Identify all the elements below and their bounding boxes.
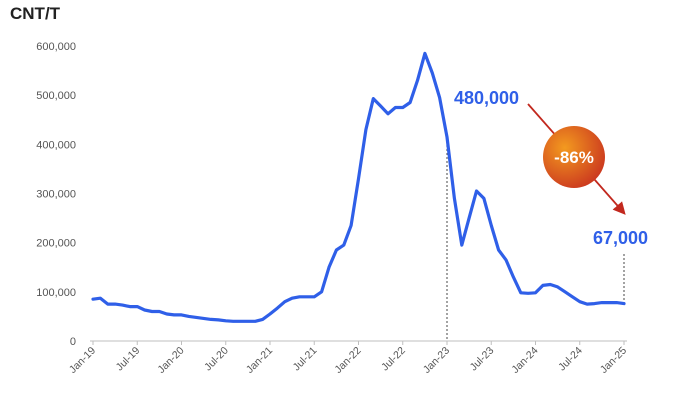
x-tick-label: Jul-19	[114, 345, 143, 374]
x-tick-label: Jul-22	[379, 345, 408, 374]
change-badge	[543, 126, 605, 188]
y-tick-label: 100,000	[36, 287, 76, 299]
x-tick-label: Jul-20	[202, 345, 231, 374]
y-tick-label: 300,000	[36, 189, 76, 201]
x-tick-label: Jul-24	[556, 345, 585, 374]
x-tick-label: Jan-20	[155, 345, 186, 376]
x-tick-label: Jul-21	[291, 345, 320, 374]
change-percent-label: -86%	[554, 148, 594, 167]
x-tick-label: Jan-23	[421, 345, 452, 376]
end-value-label: 67,000	[593, 228, 648, 248]
x-tick-label: Jul-23	[468, 345, 497, 374]
x-tick-label: Jan-21	[244, 345, 275, 376]
y-axis: 0 100,000 200,000 300,000 400,000 500,000 600,…	[36, 41, 76, 348]
y-tick-label: 600,000	[36, 41, 76, 53]
y-tick-label: 400,000	[36, 139, 76, 151]
x-tick-label: Jan-22	[332, 345, 363, 376]
start-value-label: 480,000	[454, 88, 519, 108]
y-axis-unit-label: CNT/T	[10, 4, 61, 23]
x-tick-label: Jan-24	[509, 345, 540, 376]
y-tick-label: 500,000	[36, 90, 76, 102]
series-line	[91, 51, 626, 323]
y-tick-label: 200,000	[36, 238, 76, 250]
x-axis: Jan-19 Jul-19 Jan-20 Jul-20 Jan-21 Jul-21 Jan-…	[67, 341, 629, 376]
x-tick-label: Jan-19	[67, 345, 98, 376]
y-tick-label: 0	[70, 336, 76, 348]
x-tick-label: Jan-25	[598, 345, 629, 376]
reference-lines	[446, 136, 625, 341]
